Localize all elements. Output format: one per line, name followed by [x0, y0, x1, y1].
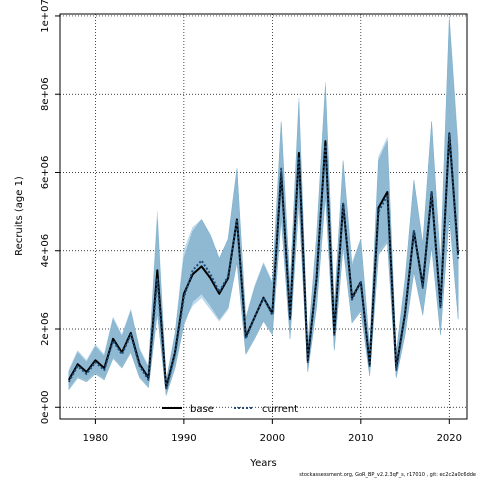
- footer-credit: stockassessment.org, GoR_BP_v2.2.3qF_s, …: [299, 472, 476, 478]
- y-tick-label-4: 8e+06: [40, 77, 51, 111]
- y-tick-label-3: 6e+06: [40, 156, 51, 190]
- x-tick-label-3: 2010: [348, 433, 373, 444]
- legend: base current: [162, 404, 298, 415]
- y-tick-label-2: 4e+06: [40, 234, 51, 268]
- x-tick-label-2: 2000: [260, 433, 285, 444]
- series-lines: [67, 132, 460, 391]
- x-tick-label-0: 1980: [83, 433, 108, 444]
- legend-current-label: current: [262, 404, 298, 415]
- y-tick-label-5: 1e+07: [40, 0, 51, 33]
- confidence-bands: [68, 15, 459, 396]
- x-axis-title: Years: [249, 458, 276, 469]
- legend-base-label: base: [190, 404, 214, 415]
- x-tick-label-1: 1990: [171, 433, 196, 444]
- y-tick-label-0: 0e+00: [40, 390, 51, 424]
- y-axis-title: Recruits (age 1): [14, 176, 25, 256]
- line-current: [67, 132, 460, 391]
- band-current: [68, 19, 459, 396]
- x-tick-label-4: 2020: [437, 433, 462, 444]
- x-axis: 1980 1990 2000 2010 2020: [83, 419, 462, 444]
- plot-frame: [59, 13, 468, 420]
- y-tick-label-1: 2e+06: [40, 312, 51, 346]
- y-axis: 0e+00 2e+06 4e+06 6e+06 8e+06 1e+07: [40, 0, 60, 424]
